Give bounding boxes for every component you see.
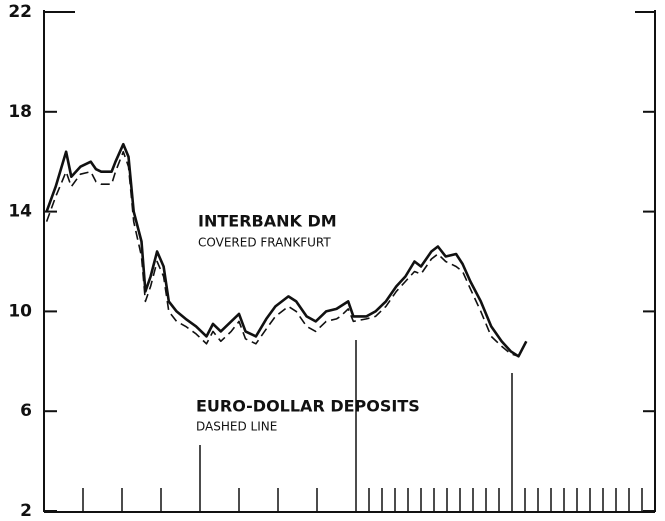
y-tick-label: 18 [8, 102, 32, 122]
annotation-note: COVERED FRANKFURT [198, 236, 331, 250]
series-line [45, 150, 519, 358]
y-tick-label: 10 [8, 301, 32, 321]
y-tick-label: 22 [8, 2, 32, 22]
y-tick-label: 2 [20, 501, 32, 521]
series-line [45, 142, 528, 358]
y-tick-label: 14 [8, 202, 32, 222]
annotation-note: DASHED LINE [196, 420, 277, 434]
annotation: INTERBANK DM [198, 212, 337, 231]
annotation: EURO-DOLLAR DEPOSITS [196, 397, 420, 416]
y-tick-label: 6 [20, 401, 32, 421]
